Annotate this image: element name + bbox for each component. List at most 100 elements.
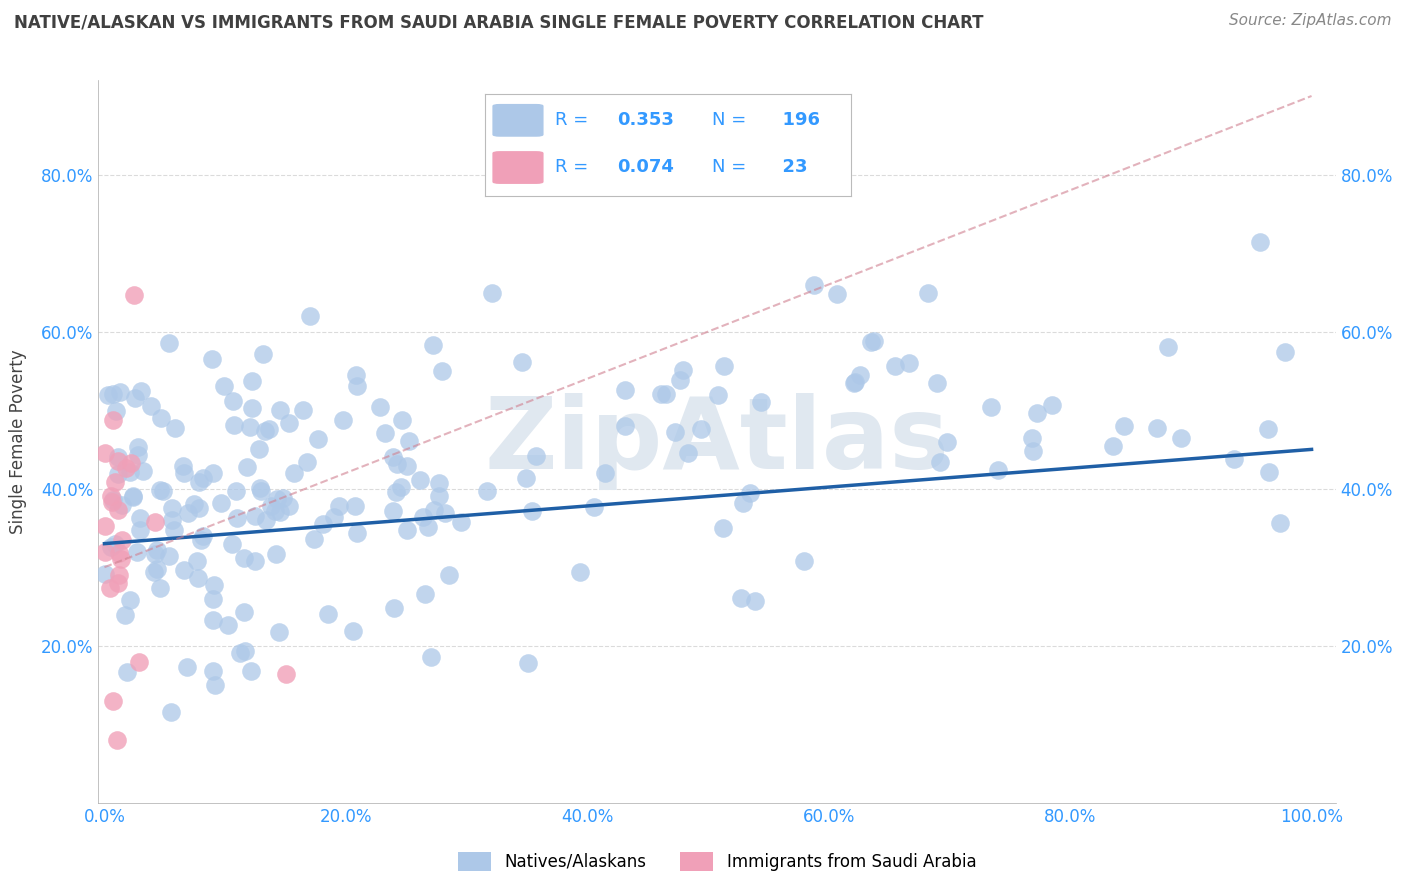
Text: N =: N = <box>711 158 752 176</box>
Point <box>283 466 305 480</box>
Point <box>1157 340 1180 354</box>
Point <box>202 466 225 480</box>
Point <box>142 565 165 579</box>
Point <box>110 384 132 399</box>
Point <box>344 368 367 383</box>
Point <box>149 581 172 595</box>
Text: R =: R = <box>554 111 593 128</box>
Point <box>217 618 239 632</box>
Point <box>108 546 131 560</box>
Point <box>1025 406 1047 420</box>
Point <box>450 515 472 529</box>
Point <box>731 496 754 510</box>
Point <box>713 359 735 374</box>
Point <box>118 465 141 479</box>
Point <box>152 483 174 498</box>
Point <box>157 549 180 564</box>
FancyBboxPatch shape <box>492 104 544 136</box>
Point <box>101 492 124 507</box>
Point <box>672 362 695 376</box>
Point <box>201 351 224 366</box>
Legend: Natives/Alaskans, Immigrants from Saudi Arabia: Natives/Alaskans, Immigrants from Saudi … <box>451 845 983 878</box>
Point <box>225 483 247 498</box>
Point <box>1258 465 1281 479</box>
Point <box>173 466 195 480</box>
Point <box>391 413 413 427</box>
Point <box>145 515 167 529</box>
Point <box>124 391 146 405</box>
Point <box>475 484 498 499</box>
Point <box>434 506 457 520</box>
Point <box>1022 444 1045 458</box>
Point <box>146 543 169 558</box>
Point <box>381 450 404 464</box>
Point <box>204 578 226 592</box>
Point <box>163 523 186 537</box>
Point <box>396 459 419 474</box>
Point <box>430 363 453 377</box>
Point <box>413 586 436 600</box>
Point <box>157 336 180 351</box>
Point <box>107 575 129 590</box>
Point <box>311 516 333 531</box>
Point <box>690 422 713 436</box>
Point <box>183 497 205 511</box>
Point <box>188 475 211 489</box>
Point <box>105 733 128 747</box>
Point <box>510 355 533 369</box>
Point <box>249 481 271 495</box>
Point <box>520 504 543 518</box>
Point <box>987 463 1010 477</box>
Point <box>1101 440 1123 454</box>
Point <box>201 664 224 678</box>
Point <box>118 593 141 607</box>
Point <box>247 442 270 456</box>
Point <box>129 510 152 524</box>
Point <box>201 613 224 627</box>
Point <box>707 388 730 402</box>
Point <box>221 393 243 408</box>
Point <box>1021 431 1043 445</box>
Point <box>229 646 252 660</box>
Point <box>614 419 637 434</box>
Point <box>744 594 766 608</box>
Point <box>107 450 129 464</box>
Y-axis label: Single Female Poverty: Single Female Poverty <box>10 350 27 533</box>
Point <box>204 678 226 692</box>
Point <box>129 523 152 537</box>
Point <box>332 413 354 427</box>
Point <box>860 335 883 350</box>
Point <box>655 387 678 401</box>
Point <box>233 550 256 565</box>
Point <box>97 388 120 402</box>
Point <box>104 475 127 489</box>
Point <box>269 505 291 519</box>
Point <box>239 664 262 678</box>
Point <box>381 504 404 518</box>
Point <box>176 660 198 674</box>
Point <box>264 547 287 561</box>
Text: 0.353: 0.353 <box>617 111 673 128</box>
Point <box>122 288 145 302</box>
Point <box>269 403 291 417</box>
Text: NATIVE/ALASKAN VS IMMIGRANTS FROM SAUDI ARABIA SINGLE FEMALE POVERTY CORRELATION: NATIVE/ALASKAN VS IMMIGRANTS FROM SAUDI … <box>14 13 984 31</box>
Point <box>517 657 540 671</box>
Point <box>844 376 866 391</box>
Point <box>193 529 215 543</box>
Point <box>186 554 208 568</box>
Point <box>583 500 606 515</box>
Point <box>422 338 444 352</box>
Point <box>263 504 285 518</box>
Point <box>437 568 460 582</box>
Text: Source: ZipAtlas.com: Source: ZipAtlas.com <box>1229 13 1392 29</box>
Point <box>128 655 150 669</box>
Point <box>163 421 186 435</box>
Point <box>110 552 132 566</box>
Point <box>250 484 273 499</box>
Point <box>884 359 907 373</box>
Point <box>103 413 125 427</box>
Point <box>925 376 948 391</box>
Point <box>398 434 420 448</box>
Point <box>346 379 368 393</box>
Text: 0.074: 0.074 <box>617 158 673 176</box>
